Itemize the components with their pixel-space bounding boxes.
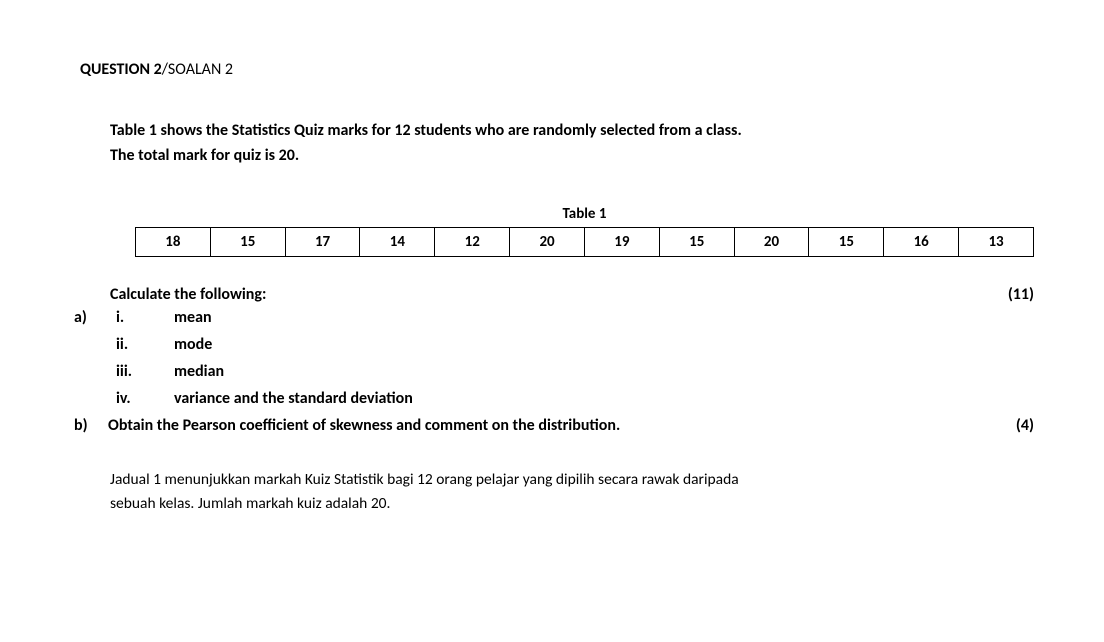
roman-iv: iv. [108, 385, 174, 412]
roman-i: i. [108, 304, 174, 331]
data-table: 18 15 17 14 12 20 19 15 20 15 16 13 [135, 227, 1034, 257]
table-cell: 18 [136, 227, 211, 256]
table-cell: 12 [435, 227, 510, 256]
intro-line-2: The total mark for quiz is 20. [110, 144, 1034, 169]
part-b-row: b) Obtain the Pearson coefficient of ske… [110, 412, 1034, 439]
page: QUESTION 2/SOALAN 2 Table 1 shows the St… [0, 0, 1104, 516]
item-iv-text: variance and the standard deviation [174, 385, 413, 412]
part-a-item-i: a) i. mean [110, 304, 1034, 331]
table-cell: 19 [584, 227, 659, 256]
table-cell: 17 [285, 227, 360, 256]
item-i-text: mean [174, 304, 212, 331]
marks-b: (4) [1016, 412, 1034, 439]
part-a-item-ii: ii. mode [110, 331, 1034, 358]
roman-ii: ii. [108, 331, 174, 358]
malay-line-2: sebuah kelas. Jumlah markah kuiz adalah … [110, 492, 1034, 516]
malay-paragraph: Jadual 1 menunjukkan markah Kuiz Statist… [110, 468, 1034, 516]
calculate-label: Calculate the following: [110, 285, 266, 304]
item-iii-text: median [174, 358, 224, 385]
part-a-item-iv: iv. variance and the standard deviation [110, 385, 1034, 412]
heading-bold: QUESTION 2 [80, 60, 162, 79]
part-b-text: Obtain the Pearson coefficient of skewne… [108, 412, 620, 439]
calculate-row: Calculate the following: (11) [110, 285, 1034, 304]
table-cell: 13 [959, 227, 1034, 256]
table-caption: Table 1 [135, 205, 1034, 223]
table-cell: 16 [884, 227, 959, 256]
intro-paragraph: Table 1 shows the Statistics Quiz marks … [110, 119, 1034, 169]
part-a-item-iii: iii. median [110, 358, 1034, 385]
intro-line-1: Table 1 shows the Statistics Quiz marks … [110, 119, 1034, 144]
part-letter-a: a) [74, 304, 108, 331]
table-cell: 14 [360, 227, 435, 256]
table-container: Table 1 18 15 17 14 12 20 19 15 20 15 16… [135, 205, 1034, 257]
table-cell: 15 [210, 227, 285, 256]
questions-block: Calculate the following: (11) a) i. mean… [110, 285, 1034, 516]
table-cell: 20 [510, 227, 585, 256]
table-cell: 20 [734, 227, 809, 256]
table-cell: 15 [809, 227, 884, 256]
table-cell: 15 [659, 227, 734, 256]
roman-iii: iii. [108, 358, 174, 385]
heading-light: /SOALAN 2 [162, 60, 233, 79]
item-ii-text: mode [174, 331, 212, 358]
marks-a: (11) [1008, 285, 1034, 304]
malay-line-1: Jadual 1 menunjukkan markah Kuiz Statist… [110, 468, 1034, 492]
part-letter-b: b) [74, 412, 108, 439]
question-heading: QUESTION 2/SOALAN 2 [80, 60, 1034, 79]
table-row: 18 15 17 14 12 20 19 15 20 15 16 13 [136, 227, 1034, 256]
